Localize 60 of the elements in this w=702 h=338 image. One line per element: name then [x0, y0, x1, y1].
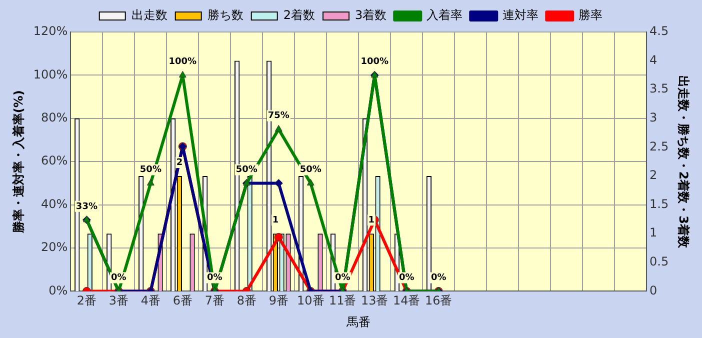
- legend-label: 勝ち数: [207, 8, 244, 22]
- x-tick-label: 6番: [172, 294, 192, 308]
- y-tick-label: 20%: [41, 240, 68, 254]
- legend-label: 連対率: [502, 8, 539, 22]
- data-label: 50%: [300, 165, 322, 176]
- data-label: 0%: [334, 273, 350, 284]
- x-tick-label: 9番: [268, 294, 288, 308]
- data-label: 1: [368, 215, 375, 226]
- y-tick-label: 80%: [41, 110, 68, 125]
- data-label: 0%: [111, 273, 126, 284]
- y2-tick-label: 3.5: [650, 82, 669, 96]
- data-label: 100%: [168, 57, 197, 68]
- y-tick-label: 100%: [33, 67, 68, 82]
- x-tick-label: 13番: [360, 294, 388, 308]
- x-tick-label: 8番: [236, 294, 256, 308]
- data-label: 0%: [207, 273, 222, 284]
- y-tick-label: 40%: [41, 196, 68, 211]
- legend-label: 入着率: [426, 8, 463, 22]
- y-axis-title: 勝率・連対率・入着率(%): [11, 90, 26, 234]
- point: [178, 70, 186, 78]
- data-label: 50%: [140, 165, 162, 176]
- y2-tick-label: 0.5: [650, 254, 669, 269]
- y2-tick-label: 0: [650, 283, 658, 298]
- data-label: 33%: [76, 202, 98, 212]
- x-tick-label: 14番: [392, 294, 420, 308]
- point: [306, 178, 314, 186]
- data-label: 2: [176, 158, 183, 168]
- y2-tick-label: 4.5: [650, 24, 669, 38]
- data-label: 0%: [398, 273, 414, 284]
- data-label: 100%: [360, 57, 389, 68]
- x-tick-label: 10番: [296, 294, 324, 308]
- point: [274, 124, 282, 132]
- y2-tick-label: 2: [650, 168, 658, 182]
- data-label: 1: [272, 215, 279, 226]
- legend-label: 出走数: [131, 8, 168, 22]
- x-tick-label: 4番: [140, 294, 160, 308]
- y2-tick-label: 2.5: [650, 139, 669, 154]
- x-axis-title: 馬番: [346, 314, 371, 329]
- y2-tick-label: 3: [650, 110, 658, 125]
- x-tick-label: 11番: [328, 294, 356, 308]
- y2-tick-label: 1: [650, 226, 658, 240]
- data-label: 0%: [430, 273, 446, 284]
- point: [146, 178, 154, 186]
- x-tick-label: 16番: [424, 294, 452, 308]
- data-label: 50%: [236, 165, 258, 176]
- legend-label: 3着数: [355, 8, 387, 22]
- x-tick-label: 2番: [76, 294, 97, 308]
- x-tick-label: 3番: [108, 294, 129, 308]
- y2-tick-label: 4: [650, 52, 658, 67]
- x-tick-label: 7番: [204, 294, 224, 308]
- point: [274, 178, 283, 188]
- y-tick-label: 0%: [48, 283, 68, 298]
- y-tick-label: 60%: [41, 154, 68, 168]
- legend-label: 2着数: [283, 8, 316, 22]
- y2-axis-title: 出走数・勝ち数・2着数・3着数: [676, 75, 691, 249]
- point: [274, 232, 283, 242]
- legend-label: 勝率: [578, 8, 603, 22]
- data-label: 75%: [268, 111, 290, 122]
- y2-tick-label: 1.5: [650, 196, 669, 211]
- y-tick-label: 120%: [33, 24, 68, 38]
